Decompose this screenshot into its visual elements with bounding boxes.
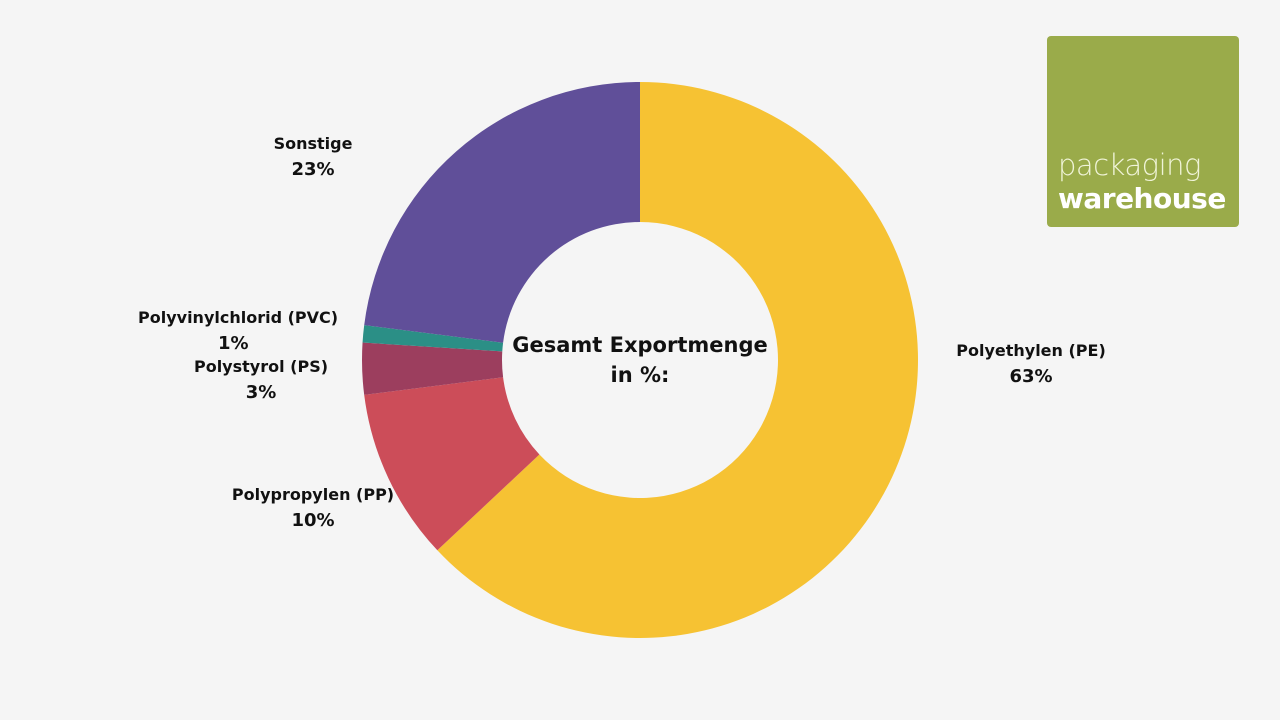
label-polypropylen: Polypropylen (PP) 10% [232, 482, 394, 534]
packaging-warehouse-logo: packaging warehouse [1047, 36, 1239, 227]
donut-slice-sonstige [364, 82, 640, 343]
label-polystyrol: Polystyrol (PS) 3% [194, 354, 328, 406]
label-name: Polyethylen (PE) [956, 341, 1106, 360]
label-name: Polypropylen (PP) [231, 485, 395, 504]
logo-text-packaging: packaging [1058, 148, 1201, 182]
label-sonstige: Sonstige 23% [274, 131, 353, 183]
label-value: 10% [291, 510, 335, 531]
donut-slice-polyethylen-pe [437, 82, 918, 638]
label-polyethylen: Polyethylen (PE) 63% [956, 338, 1106, 390]
donut-slice-polystyrol-ps [362, 342, 504, 395]
center-title-line1: Gesamt Exportmenge [512, 333, 768, 357]
label-name: Polystyrol (PS) [193, 357, 329, 376]
label-polyvinylchlorid: Polyvinylchlorid (PVC) 1% [138, 305, 338, 357]
center-title-line2: in %: [610, 363, 670, 387]
label-name: Polyvinylchlorid (PVC) [138, 308, 339, 327]
label-value: 3% [245, 382, 277, 403]
chart-center-title: Gesamt Exportmenge in %: [512, 330, 767, 390]
label-value: 23% [291, 159, 335, 180]
logo-text-warehouse: warehouse [1058, 182, 1226, 215]
label-name: Sonstige [273, 134, 353, 153]
label-value: 63% [1009, 366, 1053, 387]
label-value: 1% [218, 333, 249, 354]
donut-slice-polyvinylchlorid-pvc [362, 325, 504, 352]
donut-slice-polypropylen-pp [364, 377, 540, 551]
